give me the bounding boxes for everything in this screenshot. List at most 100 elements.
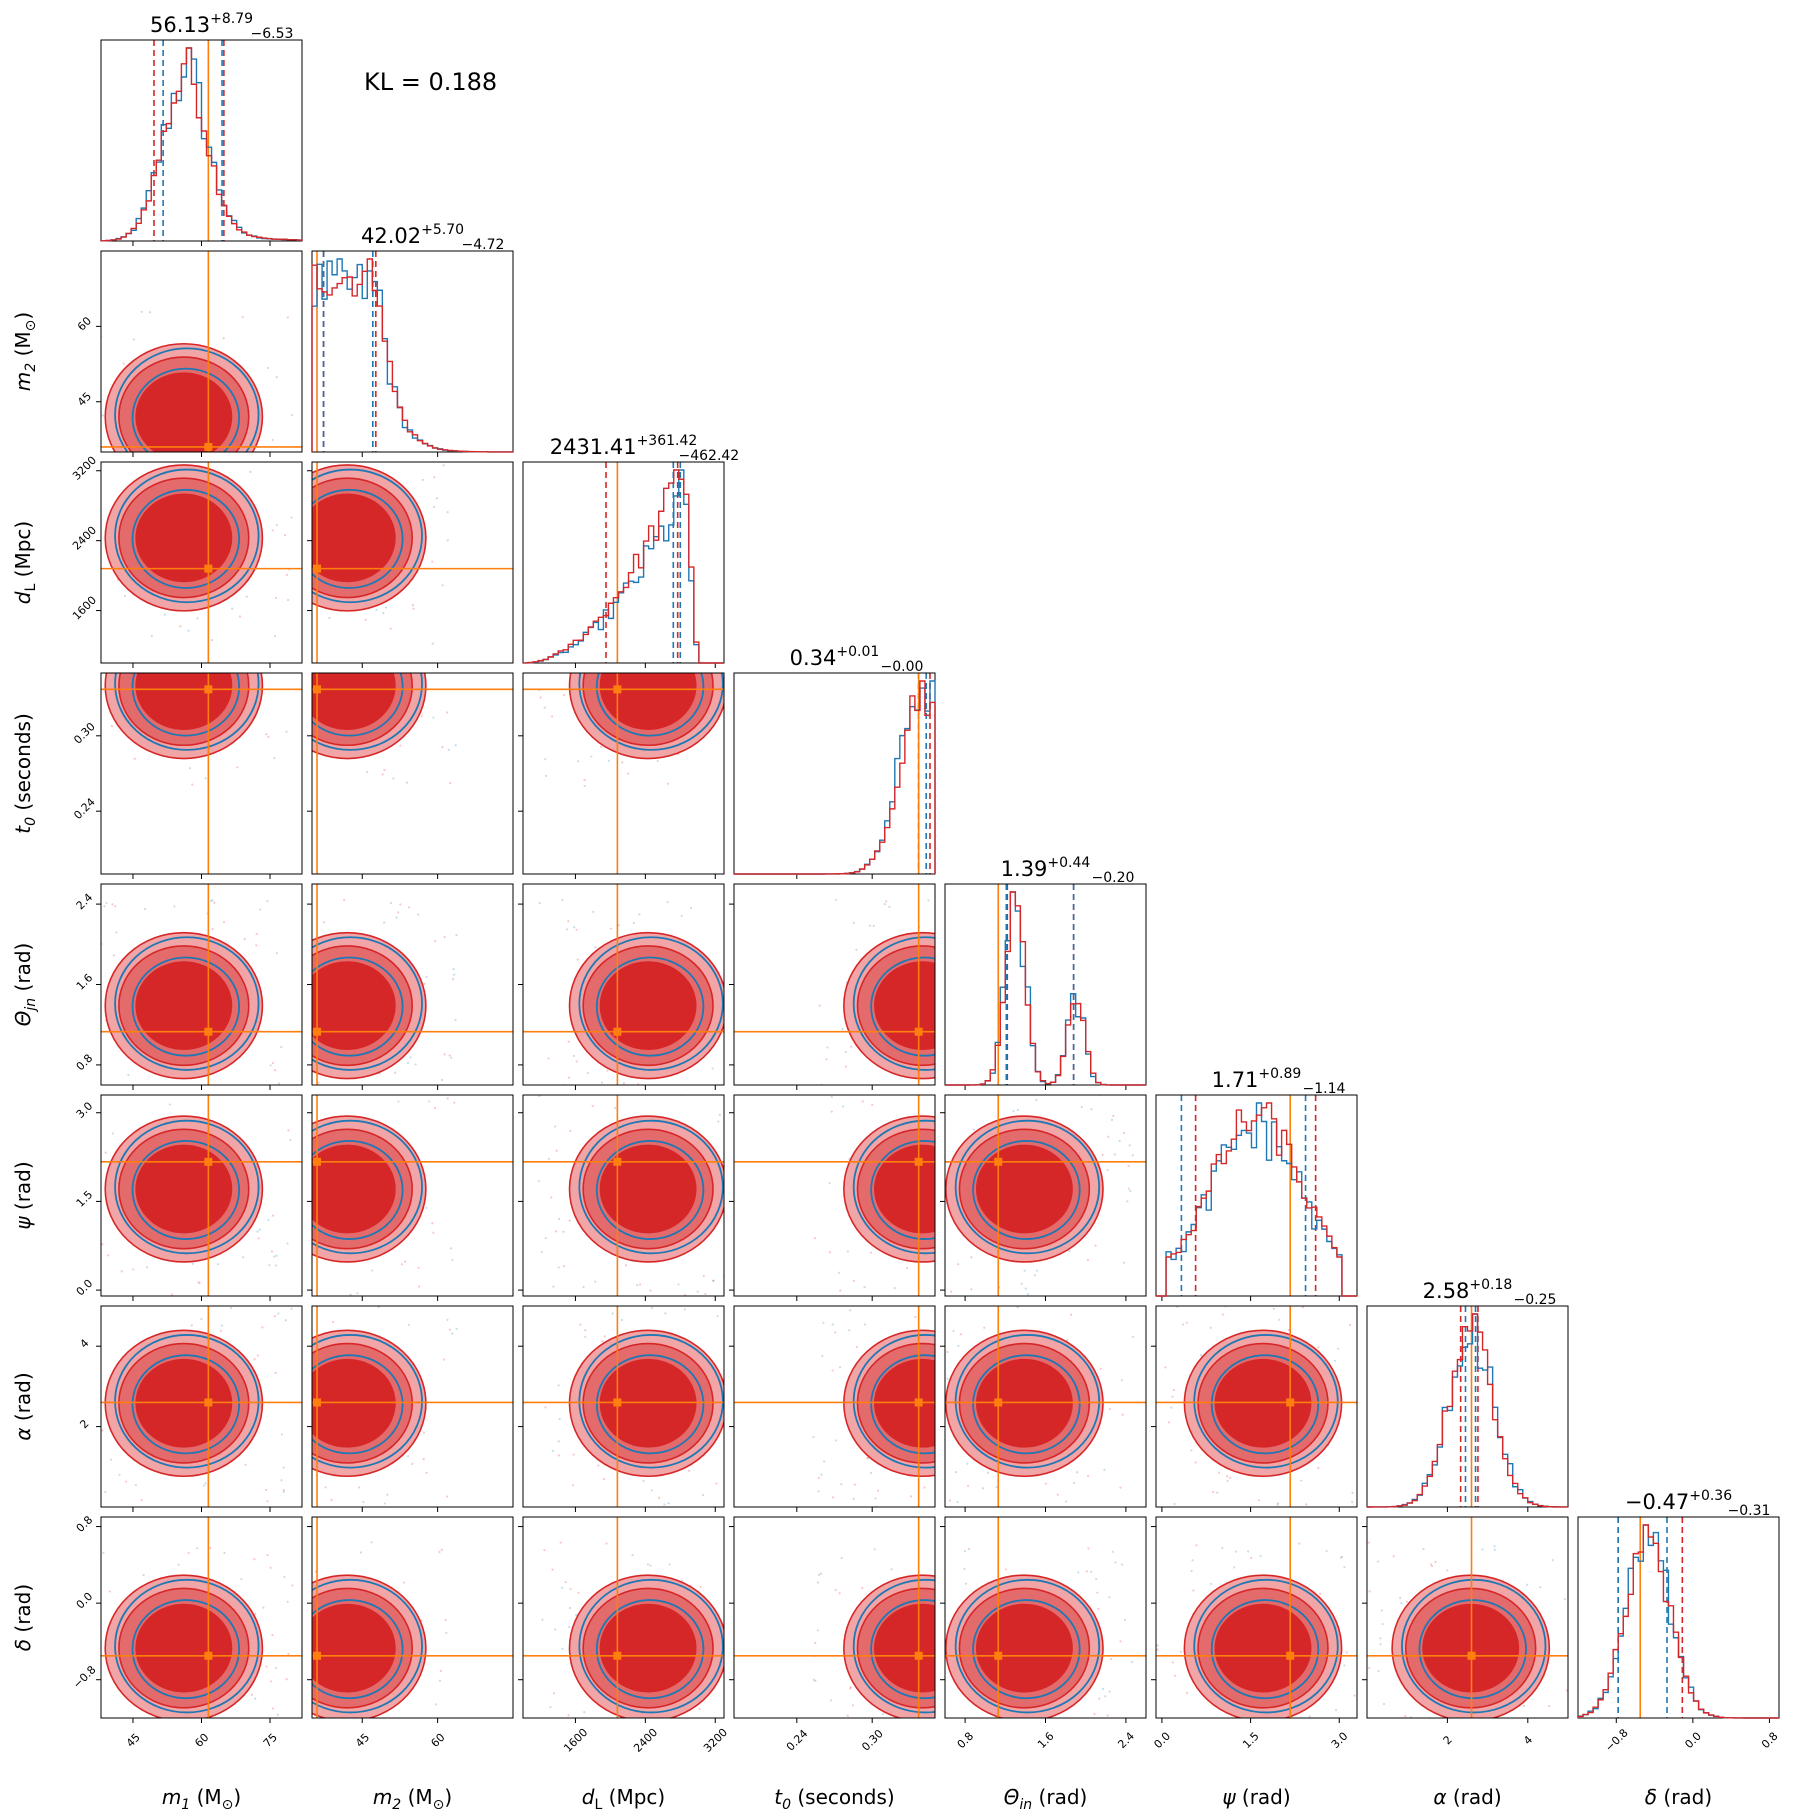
sample-point [114, 905, 117, 908]
contour-outer-blue [114, 936, 260, 1071]
sample-point [261, 1718, 263, 1720]
sample-point [254, 1697, 257, 1700]
sample-point [993, 1104, 995, 1106]
sample-point [1028, 1105, 1030, 1107]
sample-point [1379, 1643, 1382, 1646]
sample-point [683, 590, 685, 592]
sample-point [86, 1690, 88, 1692]
x-tick-label-t0: 0.30 [859, 1727, 886, 1754]
contour-outer-blue [114, 347, 260, 452]
truth-marker [994, 1157, 1003, 1166]
sample-point [443, 609, 445, 611]
sample-point [1112, 1114, 1115, 1118]
panel-frame [1577, 1516, 1780, 1719]
sample-point [646, 1563, 650, 1566]
sample-point [272, 1752, 274, 1754]
sample-point [1179, 1650, 1182, 1653]
sample-point [438, 1679, 442, 1682]
sample-point [948, 1610, 950, 1612]
sample-point [145, 1266, 149, 1269]
sample-point [450, 1056, 453, 1059]
truth-marker [313, 1157, 322, 1166]
sample-point [273, 1069, 277, 1072]
sample-point [995, 1485, 998, 1489]
axis-label-x-t0: t0 (seconds) [774, 1785, 894, 1809]
sample-point [812, 1678, 815, 1681]
sample-point [441, 584, 444, 587]
contour-mid-blue [312, 956, 404, 1057]
sample-point [684, 631, 686, 633]
truth-marker [204, 564, 213, 573]
sample-point [819, 1572, 823, 1575]
sample-point [752, 1369, 754, 1371]
panel-title-dL: 2431.41+361.42 [550, 433, 698, 459]
sample-point [403, 1260, 407, 1263]
sample-point [264, 1488, 268, 1492]
scatter-panel-theta-psi [940, 1094, 1147, 1301]
sample-point [298, 1310, 300, 1312]
sample-point [275, 1254, 278, 1257]
sample-point [868, 924, 872, 927]
contour-inner-red [975, 1358, 1073, 1448]
sample-point [140, 1499, 143, 1502]
contour-outer-blue [954, 1578, 1101, 1714]
sample-point [557, 1266, 560, 1269]
sample-point [286, 1682, 288, 1684]
sample-point [126, 596, 128, 598]
sample-point [970, 997, 972, 999]
sample-point [959, 1333, 963, 1336]
sample-point [265, 1208, 267, 1210]
sample-point [286, 1600, 289, 1603]
sample-point [364, 618, 367, 621]
panel-title-alpha: 2.58+0.18 [1423, 1277, 1513, 1303]
sample-point [370, 1541, 373, 1544]
sample-point [432, 505, 436, 509]
sample-point [820, 1473, 823, 1476]
contour-inner-red [599, 673, 697, 730]
axis-label-x-m2: m2 (M⊙) [373, 1785, 452, 1809]
truth-marker [613, 685, 622, 694]
sample-point [1367, 1541, 1370, 1544]
sample-point [105, 901, 108, 905]
sample-point [1107, 1135, 1110, 1138]
truth-marker [914, 1651, 923, 1660]
sample-point [422, 1458, 425, 1461]
sample-point [1192, 1589, 1195, 1592]
sample-point [78, 1354, 80, 1356]
sample-point [1276, 1503, 1279, 1506]
sample-point [329, 632, 331, 634]
sample-point [989, 1744, 991, 1746]
contour-inner-red [874, 1358, 935, 1448]
sample-point [422, 1431, 426, 1434]
contour-inner-red [599, 1144, 697, 1234]
sample-point [124, 1480, 128, 1483]
sample-point [668, 1734, 670, 1736]
sample-point [259, 908, 262, 911]
sample-point [539, 696, 542, 699]
sample-point [1209, 1582, 1213, 1585]
sample-point [431, 1222, 434, 1225]
sample-point [927, 899, 930, 902]
sample-point [982, 1330, 984, 1332]
y-tick-label-t0: 0.30 [71, 720, 98, 747]
sample-point [1392, 1555, 1395, 1558]
contour-outer-blue [1193, 1334, 1339, 1469]
sample-point [1481, 1548, 1484, 1551]
sample-point [1339, 1556, 1342, 1559]
sample-point [103, 498, 105, 500]
sample-point [280, 1433, 283, 1436]
sample-point [956, 924, 958, 926]
sample-point [632, 921, 635, 925]
sample-point [964, 1709, 966, 1711]
sample-point [846, 1250, 849, 1253]
sample-point [554, 1230, 558, 1233]
sample-point [658, 1496, 661, 1499]
sample-point [849, 1110, 851, 1112]
sample-point [283, 533, 287, 537]
sample-point [261, 1029, 263, 1031]
sample-point [297, 686, 299, 688]
sample-point [308, 1396, 310, 1398]
sample-point [835, 1439, 838, 1442]
scatter-panel-m1-t0: 0.24 0.30 [71, 596, 303, 879]
sample-point [1343, 1664, 1346, 1667]
